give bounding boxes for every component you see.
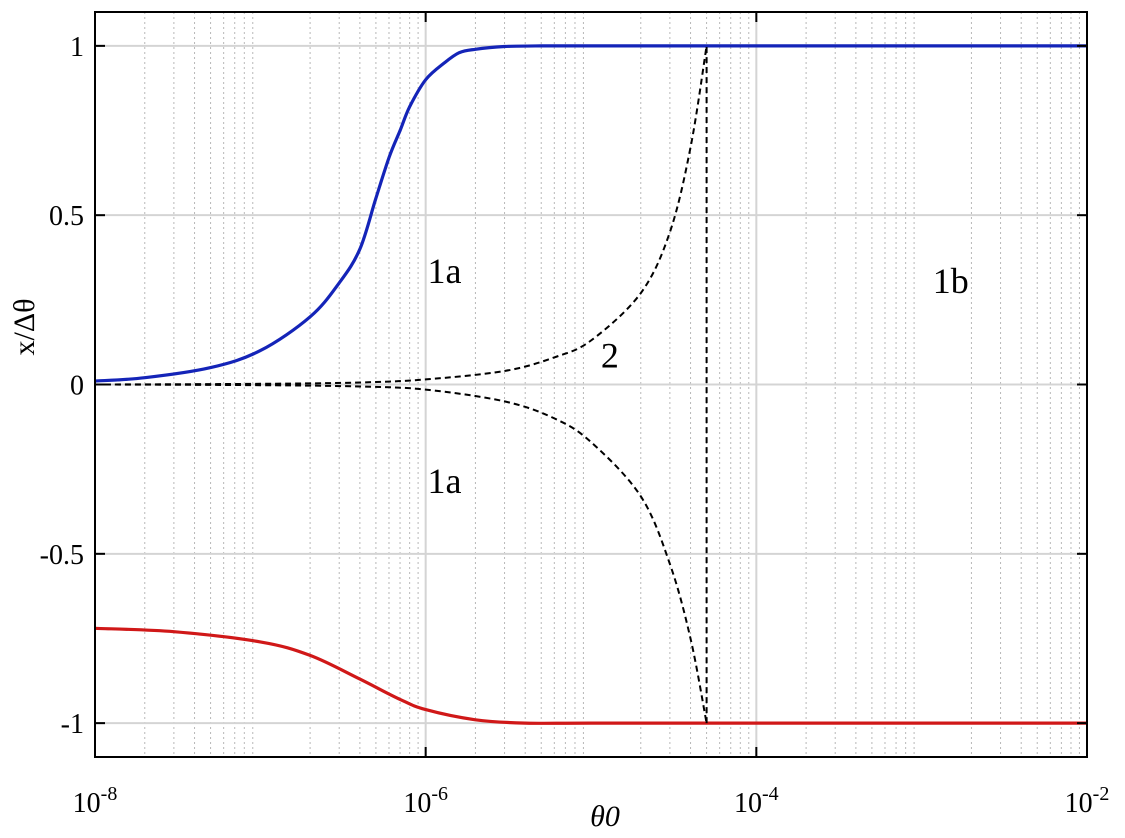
axis-ticks: 10-8 10-6 10-4 10-2 1 0.5 0 -0.5 -1 <box>40 12 1110 819</box>
x-tick-label: 10-6 <box>403 783 448 819</box>
y-axis-title: x/Δθ <box>8 299 41 356</box>
region-label: 1b <box>933 261 969 301</box>
y-tick-label: -1 <box>61 709 84 740</box>
y-tick-label: 0.5 <box>49 201 84 232</box>
region-label: 2 <box>601 336 619 376</box>
series-line-2 <box>94 626 1087 725</box>
series-line-4 <box>94 383 708 724</box>
region-labels: 1a 1a 2 1b <box>428 251 969 501</box>
y-tick-label: 1 <box>70 32 84 63</box>
region-label: 1a <box>428 461 462 501</box>
x-tick-label: 10-2 <box>1065 783 1110 819</box>
grid <box>94 12 1088 757</box>
region-label: 1a <box>428 251 462 291</box>
x-axis-title: θ0 <box>590 800 620 833</box>
series-line-3 <box>94 45 708 386</box>
y-tick-label: 0 <box>70 371 84 402</box>
series-group <box>94 44 1087 725</box>
y-tick-label: -0.5 <box>40 540 84 571</box>
series-line-1 <box>94 44 1087 383</box>
x-tick-label: 10-4 <box>734 783 779 819</box>
x-tick-label: 10-8 <box>73 783 118 819</box>
